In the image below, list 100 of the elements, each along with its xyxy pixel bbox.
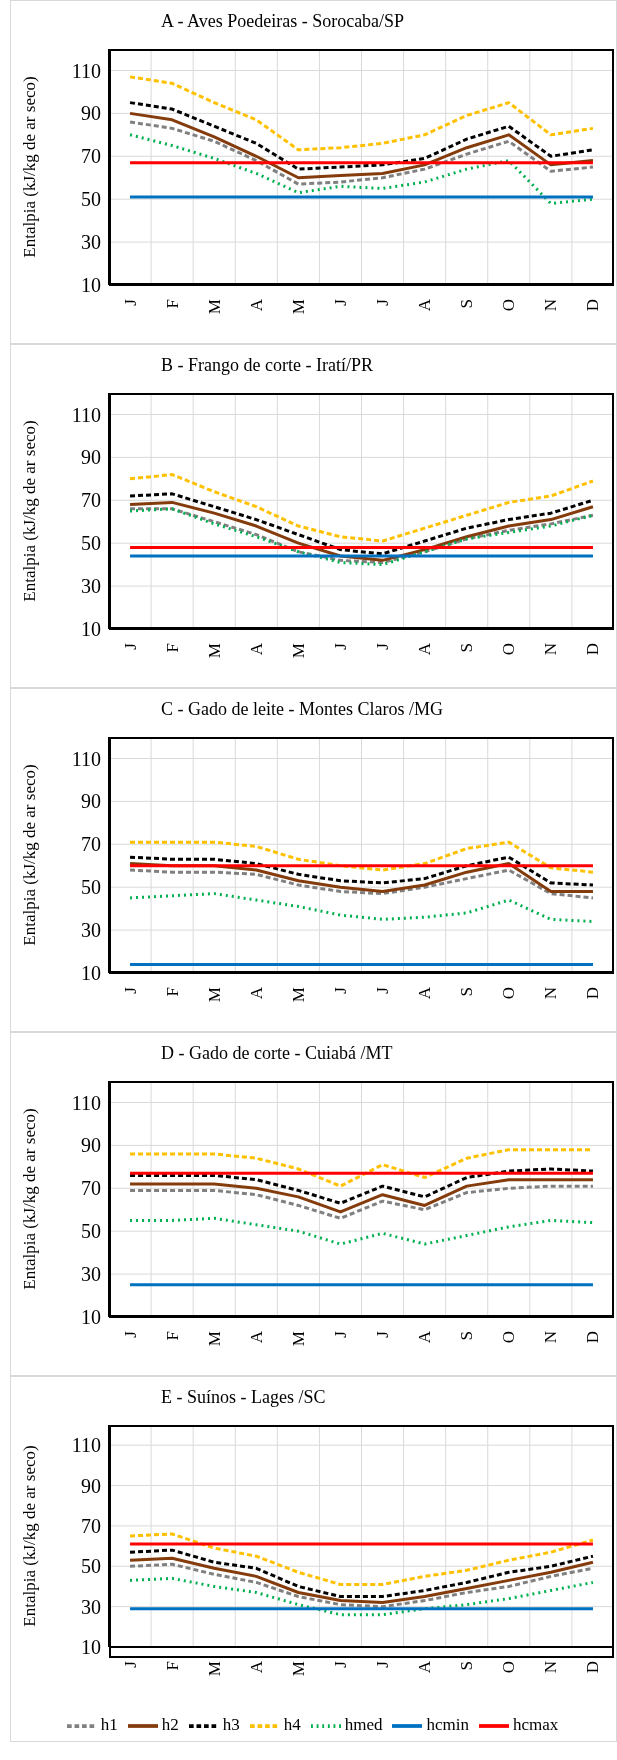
x-tick-label: J (330, 1330, 350, 1338)
y-tick-label: 10 (81, 962, 101, 985)
y-tick-label: 10 (81, 1306, 101, 1329)
x-tick-label: O (499, 1331, 519, 1344)
legend-label: h2 (161, 1714, 179, 1734)
y-tick-label: 70 (81, 1515, 101, 1538)
x-tick-label: D (583, 987, 603, 1000)
x-tick-label: F (162, 1661, 182, 1671)
y-tick-label: 30 (81, 1595, 101, 1618)
x-tick-label: J (373, 1660, 393, 1668)
y-tick-label: 90 (81, 1134, 101, 1157)
x-tick-label: N (541, 643, 561, 656)
x-tick-label: D (583, 1661, 603, 1674)
y-tick-label: 110 (71, 59, 101, 82)
y-tick-label: 70 (81, 489, 101, 512)
y-tick-label: 10 (81, 618, 101, 641)
chart-title: B - Frango de corte - Iratí/PR (160, 355, 374, 376)
line-series (128, 1548, 595, 1599)
y-tick-label: 110 (71, 403, 101, 426)
chart-title: A - Aves Poedeiras - Sorocaba/SP (160, 11, 406, 32)
x-tick-label: M (204, 643, 224, 659)
x-tick-label: M (204, 299, 224, 315)
x-tick-label: A (246, 1660, 266, 1674)
x-tick-label: M (288, 987, 308, 1003)
x-tick-label: J (120, 1330, 140, 1338)
x-tick-label: J (120, 1660, 140, 1668)
x-tick-label: M (204, 987, 224, 1003)
x-tick-label: S (457, 1661, 477, 1671)
line-series (128, 1216, 595, 1246)
x-tick-label: N (541, 987, 561, 1000)
x-tick-label: J (373, 1330, 393, 1338)
line-series (128, 473, 595, 543)
x-tick-label: A (246, 1330, 266, 1344)
x-tick-label: S (457, 643, 477, 653)
x-tick-label: F (162, 643, 182, 653)
x-tick-label: M (204, 1661, 224, 1677)
line-series (128, 868, 595, 900)
y-tick-label: 30 (81, 575, 101, 598)
y-tick-label: 50 (81, 188, 101, 211)
x-tick-label: M (204, 1331, 224, 1347)
x-tick-label: S (457, 299, 477, 309)
line-series (128, 111, 595, 180)
y-tick-label: 90 (81, 1474, 101, 1497)
y-tick-label: 30 (81, 231, 101, 254)
x-tick-label: N (541, 1331, 561, 1344)
x-tick-label: F (162, 1331, 182, 1341)
line-series (128, 133, 595, 205)
y-axis-title: Entalpia (kJ/kg de ar seco) (20, 1108, 40, 1290)
legend-label: h3 (222, 1714, 240, 1734)
x-tick-label: A (246, 642, 266, 656)
y-tick-label: 70 (81, 833, 101, 856)
x-tick-label: J (330, 1660, 350, 1668)
line-series (128, 855, 595, 887)
chart-title: D - Gado de corte - Cuiabá /MT (160, 1043, 394, 1064)
y-tick-label: 50 (81, 876, 101, 899)
x-tick-label: J (330, 298, 350, 306)
x-tick-label: D (583, 299, 603, 312)
x-tick-label: M (288, 1661, 308, 1677)
y-tick-label: 30 (81, 1263, 101, 1286)
x-tick-label: J (373, 298, 393, 306)
x-tick-label: A (415, 1660, 435, 1674)
x-tick-label: F (162, 987, 182, 997)
x-tick-label: A (415, 1330, 435, 1344)
y-tick-label: 70 (81, 145, 101, 168)
x-tick-label: A (415, 986, 435, 1000)
legend-label: h1 (100, 1714, 118, 1734)
line-series (128, 120, 595, 186)
y-tick-label: 30 (81, 919, 101, 942)
y-tick-label: 90 (81, 446, 101, 469)
x-tick-label: J (120, 298, 140, 306)
y-tick-label: 50 (81, 1220, 101, 1243)
line-series (128, 1167, 595, 1205)
x-tick-label: O (499, 1661, 519, 1674)
x-tick-label: D (583, 643, 603, 656)
x-tick-label: A (246, 986, 266, 1000)
y-tick-label: 90 (81, 102, 101, 125)
x-tick-label: M (288, 299, 308, 315)
x-tick-label: J (373, 986, 393, 994)
x-tick-label: N (541, 299, 561, 312)
y-tick-label: 50 (81, 1555, 101, 1578)
y-tick-label: 110 (71, 1434, 101, 1457)
chart-title: E - Suínos - Lages /SC (160, 1387, 327, 1408)
y-tick-label: 90 (81, 790, 101, 813)
x-tick-label: A (246, 298, 266, 312)
line-series (128, 75, 595, 152)
line-series (128, 1576, 595, 1617)
y-axis-title: Entalpia (kJ/kg de ar seco) (20, 420, 40, 602)
legend-label: hmed (344, 1714, 383, 1734)
y-tick-label: 10 (81, 274, 101, 297)
line-series (128, 101, 595, 171)
y-axis-title: Entalpia (kJ/kg de ar seco) (20, 764, 40, 946)
line-series (128, 1178, 595, 1214)
x-tick-label: J (120, 642, 140, 650)
x-tick-label: O (499, 987, 519, 1000)
y-tick-label: 50 (81, 532, 101, 555)
x-tick-label: A (415, 642, 435, 656)
x-tick-label: J (330, 642, 350, 650)
y-tick-label: 110 (71, 747, 101, 770)
x-tick-label: S (457, 1331, 477, 1341)
line-series (128, 1556, 595, 1605)
